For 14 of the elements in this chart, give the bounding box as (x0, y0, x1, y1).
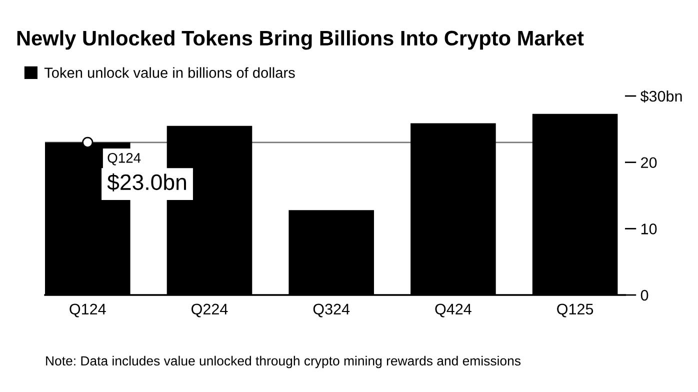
y-tick-label: 10 (641, 224, 657, 234)
x-tick-label: Q424 (435, 304, 472, 318)
x-tick-label: Q125 (557, 304, 594, 318)
annotation: $23.0bn (107, 173, 186, 192)
y-tick-label: 20 (641, 157, 657, 168)
y-tick-label: 0 (640, 290, 648, 301)
x-tick-label: Q224 (192, 304, 228, 318)
x-tick-label: Q124 (70, 304, 106, 318)
legend-label: Token unlock value in billions of dollars (44, 67, 295, 78)
chart-title: Newly Unlocked Tokens Bring Billions Into Crypto Market (17, 30, 584, 50)
annotation: Q124 (108, 152, 141, 166)
x-tick-label: Q324 (313, 304, 350, 318)
y-tick-label: $30bn (640, 90, 682, 103)
text: Note: Data includes value unlocked through crypto mining rewards and emissions (46, 356, 521, 368)
